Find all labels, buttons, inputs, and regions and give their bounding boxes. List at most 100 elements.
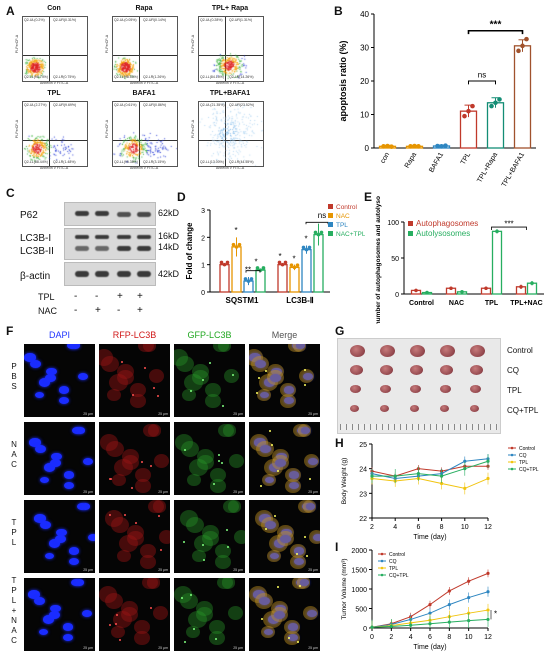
cytoplasm [209, 619, 226, 635]
panel-label-a: A [6, 4, 15, 18]
nucleus [50, 604, 61, 613]
nucleus [34, 444, 47, 454]
nucleus [264, 520, 277, 530]
cytoplasm [134, 619, 151, 635]
cytoplasm [217, 578, 233, 590]
micrograph: 25 μm [24, 422, 95, 495]
quadrant-ur: Q2-UR(9.69%) [53, 103, 77, 107]
puncta [118, 638, 121, 641]
nucleus [283, 397, 294, 405]
nac-sign-3: - [117, 305, 121, 316]
sig-label: *** [504, 219, 513, 228]
row-label-char: C [11, 636, 17, 645]
legend-swatch [408, 221, 413, 226]
puncta [193, 627, 196, 630]
tumor [410, 365, 423, 375]
micrograph: 25 μm [24, 500, 95, 573]
quadrant-ll: Q2-LL(98.74%) [24, 75, 48, 79]
nucleus [274, 610, 286, 619]
legend-swatch [328, 204, 333, 209]
tumor [380, 405, 389, 412]
cytoplasm [195, 606, 213, 623]
y-tick-label: 20 [360, 77, 369, 86]
data-point [237, 242, 242, 247]
bar [219, 264, 230, 293]
nucleus [281, 528, 292, 537]
data-point [319, 230, 324, 235]
nucleus [77, 372, 88, 380]
blot-p62 [64, 202, 156, 226]
data-point [493, 100, 498, 106]
tumor [470, 405, 479, 412]
data-point [486, 617, 490, 622]
cytoplasm [116, 549, 131, 563]
cytoplasm [105, 440, 125, 458]
panel-label-d: D [177, 190, 186, 204]
nucleus [276, 452, 287, 461]
cytoplasm [280, 393, 296, 408]
legend-marker [380, 573, 384, 577]
column-header-1: RFP-LC3B [112, 330, 157, 340]
flow-plot: Q2-UL(0.2%) Q2-UR(0.31%) Q2-LL(98.74%) Q2-L… [22, 16, 88, 82]
micrograph: 25 μm [174, 578, 245, 651]
data-point [486, 571, 490, 575]
data-point [447, 589, 451, 593]
series-line [372, 460, 489, 477]
puncta [212, 482, 215, 485]
nucleus [294, 547, 305, 555]
tumor [470, 385, 481, 393]
row-label-char: N [11, 440, 17, 449]
tumor [380, 345, 395, 357]
scale-bar-label: 25 μm [308, 490, 318, 494]
data-point [289, 263, 294, 268]
cytoplasm [210, 467, 227, 483]
data-point [463, 486, 467, 490]
nucleus [288, 482, 299, 490]
nucleus [249, 353, 261, 362]
data-point [243, 277, 248, 281]
nucleus [39, 476, 50, 484]
cytoplasm [149, 369, 165, 384]
nucleus [24, 353, 36, 362]
cytoplasm [205, 393, 221, 408]
x-tick-label: Rapa [404, 151, 418, 169]
sig-bracket [305, 221, 329, 225]
cytoplasm [205, 382, 222, 398]
nucleus [264, 476, 275, 484]
tpl-sign-2: - [95, 291, 99, 302]
puncta [203, 558, 206, 561]
blot-lc3b [64, 228, 156, 260]
data-point [439, 144, 444, 149]
data-point [425, 290, 429, 295]
data-point [520, 43, 525, 49]
cytoplasm [142, 578, 158, 590]
data-point [463, 459, 467, 463]
micrograph: 25 μm [99, 344, 170, 417]
legend-marker [510, 453, 514, 457]
cytoplasm [201, 530, 219, 547]
nucleus [254, 359, 267, 369]
data-point [449, 286, 453, 291]
x-tick-label: TPL+Rapa [476, 151, 499, 184]
cytoplasm [154, 454, 170, 469]
data-point [460, 290, 464, 294]
bar [491, 230, 503, 295]
quadrant-ur: Q2-UR(0.86%) [143, 103, 167, 107]
data-point [219, 260, 224, 265]
cytoplasm [222, 424, 237, 437]
tumor [440, 365, 453, 375]
scale-bar-label: 25 μm [233, 646, 243, 650]
nucleus [87, 533, 95, 541]
y-tick-label: 500 [355, 607, 367, 614]
flow-plot: Q2-UL(21.35%) Q2-UR(23.52%) Q2-LL(13.00%) Q… [198, 101, 264, 167]
cytoplasm [121, 454, 139, 471]
y-tick-label: 2000 [351, 548, 367, 555]
cytoplasm [254, 592, 274, 610]
cytoplasm [297, 424, 312, 437]
row-label-char: C [11, 460, 17, 469]
y-axis-label: Tumor Volume (mm³) [341, 558, 348, 619]
y-tick-label: 50 [391, 256, 399, 263]
y-axis-label: Body Weight (g) [341, 458, 348, 504]
cytoplasm [234, 530, 245, 545]
puncta [201, 543, 204, 546]
